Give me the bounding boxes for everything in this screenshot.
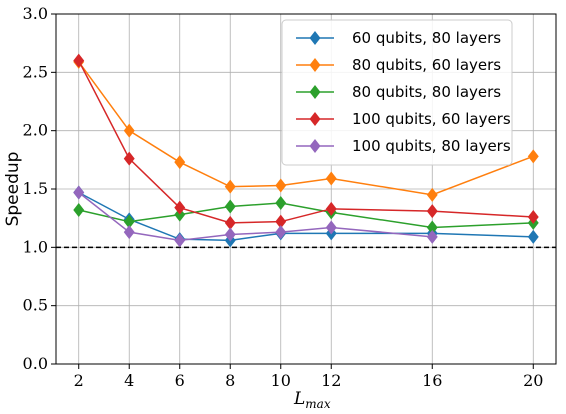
data-point: [73, 53, 85, 68]
y-tick-label: 3.0: [23, 4, 48, 23]
data-point: [426, 220, 438, 235]
data-point: [527, 149, 539, 164]
data-point: [275, 178, 287, 193]
data-point: [325, 220, 337, 235]
y-tick-label: 2.0: [23, 121, 48, 140]
legend-label: 100 qubits, 80 layers: [352, 137, 511, 155]
y-tick-label: 0.5: [23, 296, 48, 315]
legend-item: 60 qubits, 80 layers: [296, 29, 501, 47]
x-tick-label: 4: [124, 371, 134, 390]
legend-box: [281, 19, 513, 166]
legend: 60 qubits, 80 layers 80 qubits, 60 layers…: [281, 19, 513, 166]
x-tick-label: 6: [175, 371, 185, 390]
data-point: [275, 225, 287, 240]
y-axis-label: Speedup: [3, 152, 23, 227]
data-point: [325, 201, 337, 216]
series-layer: [73, 53, 539, 248]
data-point: [325, 171, 337, 186]
legend-label: 80 qubits, 80 layers: [352, 83, 501, 101]
data-point: [527, 229, 539, 244]
legend-marker: [309, 31, 321, 45]
data-point: [174, 155, 186, 170]
series-3: [73, 53, 539, 230]
data-point: [73, 203, 85, 217]
legend-marker: [309, 58, 321, 72]
legend-item: 80 qubits, 80 layers: [296, 83, 501, 101]
data-point: [73, 185, 85, 200]
series-line: [78, 202, 534, 229]
legend-label: 100 qubits, 60 layers: [352, 110, 511, 128]
data-point: [426, 187, 438, 202]
legend-item: 80 qubits, 60 layers: [296, 56, 501, 74]
data-point: [123, 214, 135, 229]
series-line: [78, 60, 534, 224]
data-point: [123, 225, 135, 240]
y-tick-label: 2.5: [23, 62, 48, 81]
legend-marker: [309, 112, 321, 126]
data-point: [224, 179, 236, 194]
data-point: [527, 210, 539, 224]
axis-ticks: 2 4 6 8 10 12 16 20 0.0 0.5 1.0 1.5 2.0 2.5 3.0: [23, 4, 544, 390]
y-tick-label: 1.5: [23, 179, 48, 198]
data-point: [426, 229, 438, 244]
series-line: [78, 191, 534, 242]
x-axis-label-subscript: max: [305, 397, 331, 411]
legend-label: 60 qubits, 80 layers: [352, 29, 501, 47]
x-axis-label-main: L: [293, 389, 305, 409]
data-point: [174, 233, 186, 248]
series-0: [73, 185, 539, 248]
data-point: [275, 214, 287, 229]
data-point: [174, 200, 186, 215]
legend-label: 80 qubits, 60 layers: [352, 56, 501, 74]
data-point: [275, 196, 287, 210]
x-tick-label: 20: [523, 371, 543, 390]
data-point: [224, 227, 236, 242]
series-4: [73, 185, 438, 248]
series-line: [78, 61, 534, 196]
legend-marker: [309, 139, 321, 153]
legend-item: 100 qubits, 60 layers: [296, 110, 511, 128]
x-tick-label: 10: [271, 371, 291, 390]
data-point: [224, 199, 236, 214]
x-axis-label: Lmax: [293, 389, 331, 411]
series-1: [73, 54, 539, 202]
x-tick-label: 12: [321, 371, 341, 390]
x-tick-label: 16: [422, 371, 442, 390]
legend-marker: [309, 85, 321, 99]
y-tick-label: 0.0: [23, 354, 48, 373]
x-tick-label: 2: [74, 371, 84, 390]
legend-item: 100 qubits, 80 layers: [296, 137, 511, 155]
x-tick-label: 8: [225, 371, 235, 390]
y-tick-label: 1.0: [23, 237, 48, 256]
data-point: [123, 151, 135, 166]
data-point: [123, 123, 135, 138]
data-point: [426, 204, 438, 219]
data-point: [224, 215, 236, 230]
